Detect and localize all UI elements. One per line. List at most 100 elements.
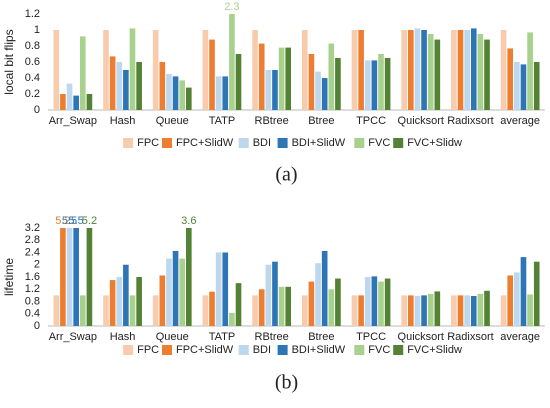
bar	[507, 48, 514, 110]
bar	[527, 294, 533, 326]
bar	[73, 228, 79, 326]
x-tick-label: TATP	[209, 331, 235, 343]
bar	[527, 32, 533, 110]
legend-swatch	[277, 138, 288, 148]
bar	[520, 257, 527, 326]
bar	[109, 280, 116, 326]
value-label: 5.2	[55, 215, 70, 227]
legend-label: FPC+SlidW	[176, 344, 234, 356]
bar	[427, 293, 434, 326]
y-tick-label: 0	[34, 320, 40, 332]
bar	[285, 47, 292, 110]
x-tick-label: Radixsort	[447, 331, 493, 343]
bar	[209, 291, 215, 326]
bar	[328, 289, 335, 326]
x-tick-label: Quicksort	[398, 331, 444, 343]
bar	[364, 277, 371, 326]
bar	[73, 95, 79, 110]
bar	[451, 295, 457, 326]
bar	[172, 250, 179, 326]
bar	[103, 295, 109, 326]
x-tick-label: Quicksort	[398, 115, 444, 127]
bar	[364, 60, 371, 110]
bar	[278, 286, 285, 326]
bar	[351, 30, 358, 110]
x-tick-label: average	[500, 331, 540, 343]
y-tick-label: 0.8	[25, 295, 40, 307]
value-label: 5.5	[62, 215, 77, 227]
bar	[301, 295, 308, 326]
bar	[166, 74, 172, 110]
bar	[451, 30, 457, 110]
y-tick-label: 0.2	[25, 88, 40, 100]
bar	[533, 261, 540, 326]
bar	[265, 264, 272, 326]
bar	[53, 295, 60, 326]
bar	[252, 30, 258, 110]
x-tick-label: Hash	[110, 115, 136, 127]
bar	[152, 295, 159, 326]
bar	[215, 76, 222, 110]
bar	[202, 295, 209, 326]
bar	[378, 54, 384, 110]
bar	[222, 76, 229, 110]
bar	[79, 295, 86, 326]
legend-swatch	[162, 345, 172, 355]
y-tick-label: 2	[34, 259, 40, 271]
bar	[328, 43, 335, 110]
y-tick-label: 2.4	[25, 246, 40, 258]
bar	[315, 71, 321, 110]
caption: (b)	[275, 372, 298, 394]
bar	[414, 28, 421, 110]
bar	[136, 277, 142, 326]
bar	[427, 34, 434, 110]
legend-swatch	[123, 138, 134, 148]
bar	[86, 94, 93, 110]
bar	[384, 278, 391, 326]
bar	[209, 39, 215, 110]
bar	[407, 30, 414, 110]
bar	[123, 264, 129, 326]
legend-label: FPC+SlidW	[176, 137, 234, 149]
bar	[66, 83, 73, 110]
bar	[159, 275, 166, 326]
legend-label: BDI+SlidW	[292, 137, 346, 149]
bar	[464, 30, 470, 110]
bar	[421, 295, 427, 326]
bar	[301, 30, 308, 110]
bar	[229, 312, 235, 326]
legend-swatch	[238, 345, 249, 355]
value-label: 5.2	[82, 215, 97, 227]
y-tick-label: 1.2	[25, 283, 40, 295]
legend-swatch	[354, 345, 365, 355]
y-tick-label: 3.2	[25, 222, 40, 234]
y-tick-label: 0.8	[25, 40, 40, 52]
legend-label: BDI	[253, 344, 271, 356]
x-tick-label: Arr_Swap	[49, 331, 97, 343]
bar	[53, 30, 60, 110]
bar	[152, 30, 159, 110]
bar	[407, 295, 414, 326]
y-axis-label: lifetime	[2, 258, 16, 296]
legend-label: FVC	[368, 137, 390, 149]
y-tick-label: 1.2	[25, 8, 40, 20]
bar	[421, 30, 427, 110]
bar	[507, 275, 514, 326]
x-tick-label: Hash	[110, 331, 136, 343]
bar	[308, 54, 315, 110]
x-tick-label: TATP	[209, 115, 235, 127]
x-tick-label: Radixsort	[447, 115, 493, 127]
bar	[172, 76, 179, 110]
bar	[335, 278, 341, 326]
x-tick-label: Queue	[156, 115, 189, 127]
legend-label: FVC	[368, 344, 390, 356]
x-tick-label: Btree	[308, 115, 334, 127]
x-tick-label: Arr_Swap	[49, 115, 97, 127]
bar	[384, 58, 391, 110]
legend-swatch	[393, 138, 404, 148]
legend-label: BDI+SlidW	[292, 344, 346, 356]
bar	[202, 30, 209, 110]
bar	[401, 295, 407, 326]
bar	[79, 36, 86, 110]
